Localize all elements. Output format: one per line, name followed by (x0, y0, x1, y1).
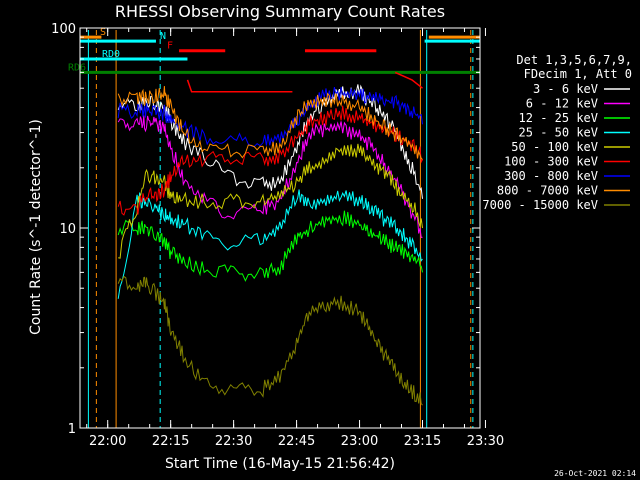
flag-label-F: F (167, 41, 173, 52)
legend-label-3: 25 - 50 keV (519, 126, 598, 140)
legend-label-1: 6 - 12 keV (526, 97, 598, 111)
flag-label-N: N (160, 31, 166, 42)
axes: 22:00 22:15 22:30 22:45 23:00 23:15 23:30 1 10 10… (51, 22, 504, 449)
series-line-8 (117, 275, 423, 406)
chart-title: RHESSI Observing Summary Count Rates (115, 2, 445, 21)
x-tick-label-2: 22:30 (215, 434, 252, 449)
x-tick-label-3: 22:45 (278, 434, 315, 449)
flag-label-RD6: RD6 (68, 62, 86, 73)
legend-label-5: 100 - 300 keV (504, 155, 598, 169)
flag-bars: S NF RD0 RD6 (68, 27, 480, 74)
x-tick-label-4: 23:00 (341, 434, 378, 449)
x-tick-label-0: 22:00 (89, 434, 126, 449)
series-line-7 (117, 86, 423, 160)
footer-timestamp: 26-Oct-2021 02:14 (554, 469, 636, 478)
series-line-0 (117, 84, 423, 199)
x-axis-label: Start Time (16-May-15 21:56:42) (165, 456, 395, 472)
x-tick-label-6: 23:30 (467, 434, 504, 449)
y-tick-label-0: 1 (68, 422, 76, 437)
legend-label-4: 50 - 100 keV (511, 140, 598, 154)
segment-line-1 (394, 71, 423, 89)
series-line-5 (117, 105, 423, 216)
legend-label-2: 12 - 25 keV (519, 111, 598, 125)
x-tick-label-1: 22:15 (152, 434, 189, 449)
legend-header-line1: Det 1,3,5,6,7,9, (516, 53, 632, 67)
x-tick-label-5: 23:15 (404, 434, 441, 449)
legend-header-line2: FDecim 1, Att 0 (524, 67, 632, 81)
segment-line-0 (186, 79, 293, 93)
flag-label-RD0: RD0 (102, 49, 120, 60)
legend-label-8: 7000 - 15000 keV (482, 198, 598, 212)
series-line-4 (118, 143, 423, 259)
series-line-2 (117, 210, 423, 282)
flag-label-S: S (100, 27, 106, 38)
legend-label-7: 800 - 7000 keV (497, 184, 598, 198)
legend-label-6: 300 - 800 keV (504, 169, 598, 183)
series-lines (117, 71, 423, 406)
legend-label-0: 3 - 6 keV (533, 82, 598, 96)
y-tick-label-2: 100 (51, 22, 76, 37)
y-axis-label: Count Rate (s^-1 detector^-1) (28, 119, 44, 335)
vertical-markers (87, 30, 474, 428)
y-tick-label-1: 10 (59, 222, 76, 237)
series-line-3 (117, 189, 423, 299)
